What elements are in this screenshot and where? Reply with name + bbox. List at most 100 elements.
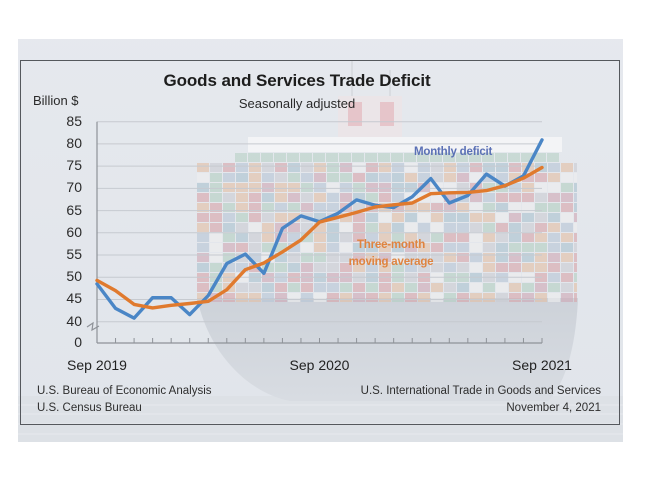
data-point [466, 190, 470, 194]
container-block [418, 283, 430, 292]
container-block [379, 283, 391, 292]
container-block [444, 263, 456, 272]
container-block [496, 253, 508, 262]
container-block [366, 233, 378, 242]
container-block [275, 283, 287, 292]
data-point [281, 226, 284, 230]
container-block [522, 173, 534, 182]
container-block [482, 153, 494, 162]
container-block [353, 243, 365, 252]
container-block [392, 213, 404, 222]
ship-hull [197, 298, 578, 401]
data-point [262, 261, 266, 265]
container-block [405, 243, 417, 252]
container-block [366, 173, 378, 182]
container-block [235, 153, 247, 162]
container-block [574, 283, 577, 292]
container-block [340, 173, 352, 182]
container-block [431, 283, 443, 292]
container-block [392, 243, 404, 252]
chart-frame [20, 60, 620, 425]
container-block [470, 203, 482, 212]
container-block [483, 283, 495, 292]
container-block [457, 203, 469, 212]
container-block [522, 203, 534, 212]
container-block [301, 203, 313, 212]
chart-title: Goods and Services Trade Deficit [163, 71, 431, 90]
container-block [223, 243, 235, 252]
container-block [275, 213, 287, 222]
container-block [210, 203, 222, 212]
container-block [366, 193, 378, 202]
data-point [392, 206, 396, 209]
container-block [223, 163, 235, 172]
container-block [508, 153, 520, 162]
container-block [444, 293, 456, 302]
container-block [301, 223, 313, 232]
container-block [392, 233, 404, 242]
container-block [509, 223, 521, 232]
ship-deck [248, 137, 562, 152]
data-point [243, 268, 247, 272]
container-block [275, 263, 287, 272]
data-point [336, 215, 340, 219]
container-block [379, 243, 391, 252]
container-block [444, 173, 456, 182]
container-block [223, 173, 235, 182]
container-block [483, 293, 495, 302]
container-block [236, 223, 248, 232]
container-block [249, 183, 261, 192]
container-block [548, 293, 560, 302]
container-block [223, 203, 235, 212]
container-block [534, 153, 546, 162]
container-block [274, 153, 286, 162]
container-block [418, 243, 430, 252]
container-block [548, 163, 560, 172]
container-block [301, 173, 313, 182]
container-block [548, 243, 560, 252]
container-block [379, 263, 391, 272]
container-block [574, 253, 577, 262]
container-block [275, 173, 287, 182]
y-tick-label: 85 [66, 112, 82, 129]
container-block [483, 193, 495, 202]
container-block [431, 173, 443, 182]
container-block [457, 243, 469, 252]
container-block [249, 213, 261, 222]
container-block [483, 233, 495, 242]
data-point [299, 214, 303, 218]
container-block [495, 153, 507, 162]
y-tick-label: 75 [66, 157, 82, 174]
container-block [431, 233, 443, 242]
container-block [483, 263, 495, 272]
container-block [197, 193, 209, 202]
data-point [429, 177, 433, 180]
container-block [574, 173, 577, 182]
container-block [275, 183, 287, 192]
container-block [509, 183, 521, 192]
container-block [561, 213, 573, 222]
data-point [355, 198, 358, 202]
container-block [288, 173, 300, 182]
container-block [288, 213, 300, 222]
release-name: U.S. International Trade in Goods and Se… [360, 385, 601, 397]
data-point [466, 194, 470, 197]
container-block [249, 163, 261, 172]
axis-break-mark [86, 321, 100, 332]
container-block [509, 283, 521, 292]
data-point [188, 302, 192, 305]
container-block [457, 283, 469, 292]
data-point [540, 138, 544, 142]
container-block [236, 243, 248, 252]
container-block [249, 193, 261, 202]
y-tick-label: 0 [74, 334, 82, 350]
x-tick-label: Sep 2021 [512, 357, 572, 373]
container-block [522, 183, 534, 192]
container-block [197, 163, 209, 172]
data-point [410, 195, 414, 199]
container-block [223, 193, 235, 202]
container-block [561, 233, 573, 242]
container-block [535, 263, 547, 272]
container-block [275, 163, 287, 172]
container-block [262, 233, 274, 242]
